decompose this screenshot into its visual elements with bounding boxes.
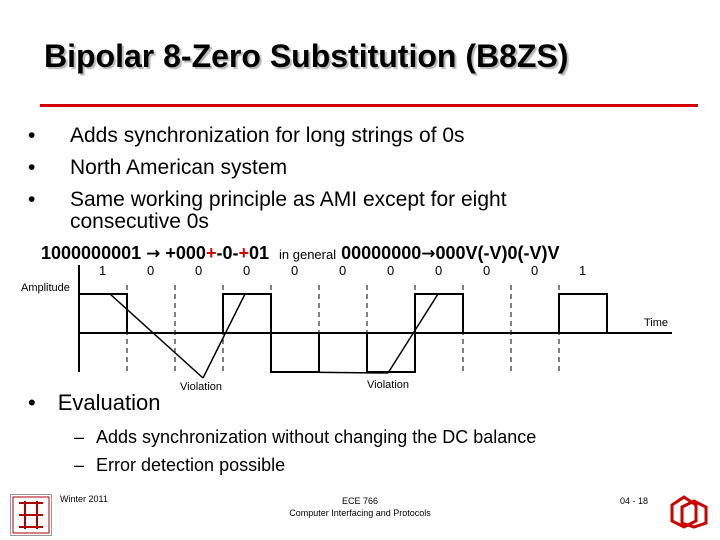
bit-label: 0	[291, 263, 298, 278]
bit-boundaries	[126, 285, 560, 372]
example-input: 1000000001	[41, 243, 142, 263]
b8zs-signal	[78, 293, 650, 373]
violation-pointer	[289, 371, 389, 374]
example-output-c: -0-	[216, 243, 239, 263]
bit-label: 0	[243, 263, 250, 278]
example-output-e: 01	[248, 243, 269, 263]
violation-label: Violation	[180, 381, 222, 393]
example-output-b: +	[205, 243, 217, 263]
slide-title: Bipolar 8-Zero Substitution (B8ZS)	[44, 38, 569, 74]
bit-label: 0	[435, 263, 442, 278]
general-label: in general	[279, 247, 337, 262]
evaluation-item: Error detection possible	[74, 451, 536, 479]
evaluation-list: Adds synchronization without changing th…	[74, 423, 536, 479]
example-output-a: +000	[165, 243, 206, 263]
footer-page-number: 04 - 18	[620, 496, 649, 506]
bit-label: 0	[147, 263, 154, 278]
bit-labels: 1 0 0 0 0 0 0 0 0 0 1	[99, 263, 586, 278]
b8zs-example: 1000000001 → +000+-0-+01 in general 0000…	[41, 243, 560, 264]
bit-label: 0	[531, 263, 538, 278]
general-output: 000V(-V)0(-V)V	[435, 243, 560, 263]
bullet-item: Same working principle as AMI except for…	[28, 184, 630, 234]
bullet-continuation: consecutive 0s	[70, 210, 209, 233]
bit-label: 1	[99, 263, 106, 278]
bullet-list: Adds synchronization for long strings of…	[28, 120, 630, 234]
ohio-state-logo	[10, 494, 52, 536]
footer-date: Winter 2011	[60, 494, 108, 504]
example-output-d: +	[238, 243, 249, 263]
bit-label: 0	[339, 263, 346, 278]
title-divider	[40, 104, 698, 107]
violation-pointer	[202, 293, 246, 379]
footer-course: ECE 766	[341, 496, 379, 506]
bit-label: 1	[579, 263, 586, 278]
amplitude-label: Amplitude	[21, 282, 70, 294]
footer-course-title: Computer Interfacing and Protocols	[289, 508, 431, 518]
time-label: Time	[644, 317, 668, 329]
bit-label: 0	[195, 263, 202, 278]
violation-pointer	[387, 293, 439, 374]
violation-label: Violation	[367, 379, 409, 391]
bullet-item: North American system	[28, 152, 630, 184]
general-input: 00000000	[341, 243, 422, 263]
violation-pointer	[109, 293, 204, 379]
arrow-icon: →	[146, 244, 161, 264]
evaluation-heading: Evaluation	[28, 390, 161, 416]
bullet-item: Adds synchronization for long strings of…	[28, 120, 630, 152]
ece-logo-icon	[670, 495, 708, 529]
arrow-icon: →	[421, 244, 436, 264]
bit-label: 0	[483, 263, 490, 278]
bit-label: 0	[387, 263, 394, 278]
evaluation-item: Adds synchronization without changing th…	[74, 423, 536, 451]
